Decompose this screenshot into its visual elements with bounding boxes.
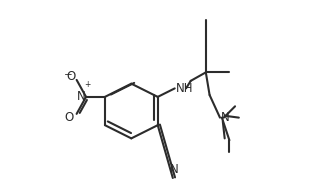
Text: −: − [64, 70, 73, 80]
Text: NH: NH [176, 82, 193, 95]
Text: N: N [170, 163, 179, 176]
Text: N: N [221, 111, 230, 124]
Text: O: O [67, 70, 76, 83]
Text: +: + [84, 80, 90, 89]
Text: O: O [65, 111, 74, 124]
Text: N: N [77, 90, 86, 103]
